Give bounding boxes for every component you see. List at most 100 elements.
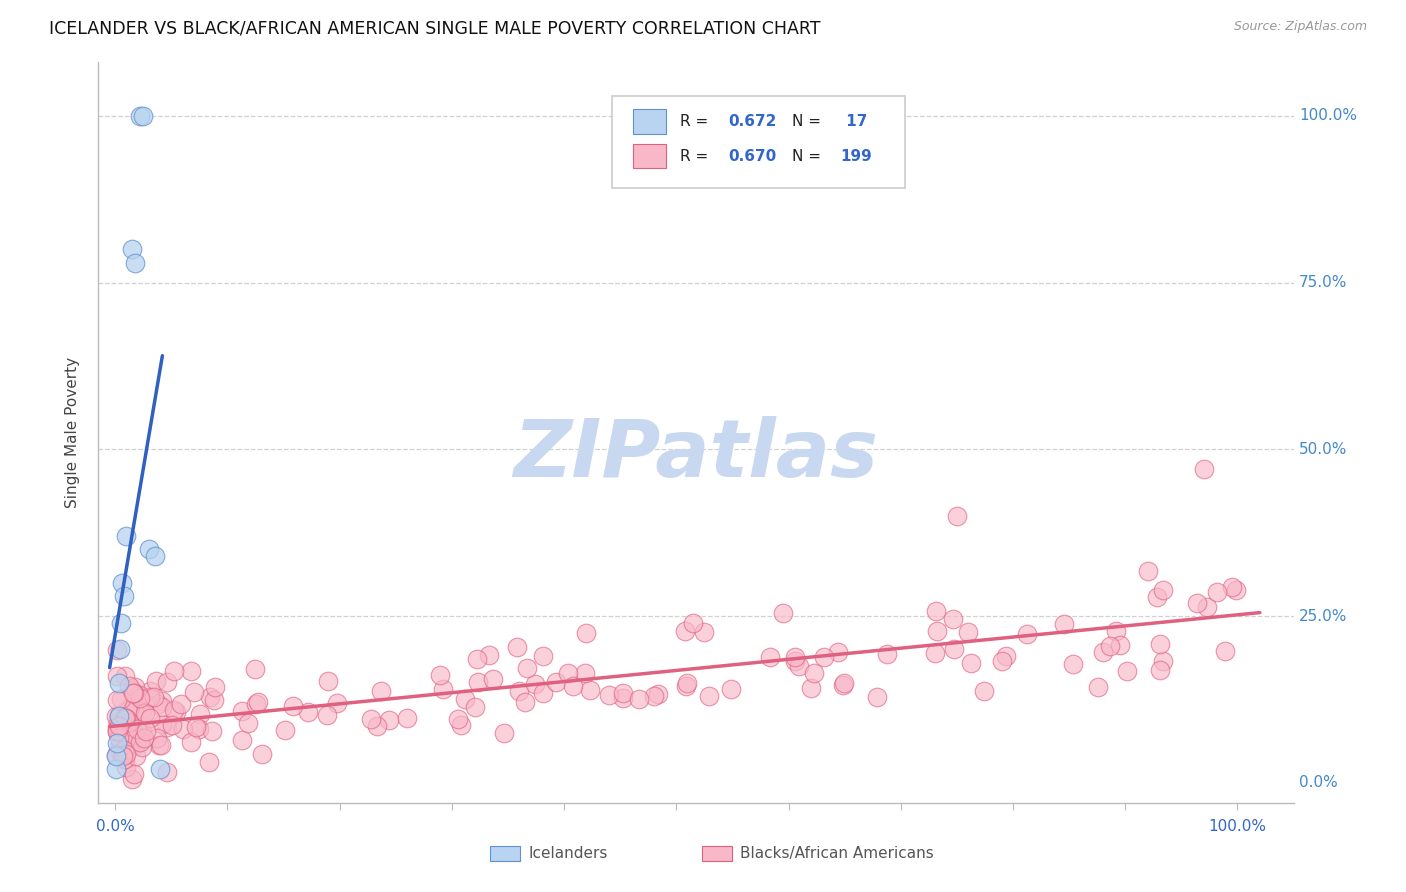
Point [508, 684, 530, 698]
Point [131, 740, 153, 755]
Point [243, 663, 266, 677]
Point [544, 675, 567, 690]
Text: 100.0%: 100.0% [1299, 108, 1357, 123]
Point [117, 742, 139, 756]
Point [772, 607, 794, 621]
Point [172, 722, 194, 736]
Point [1053, 617, 1076, 632]
Point [107, 716, 129, 731]
Point [682, 615, 704, 630]
Point [876, 647, 898, 661]
Point [562, 679, 585, 693]
Point [995, 648, 1018, 663]
Point [973, 684, 995, 698]
Point [108, 738, 131, 752]
Text: N =: N = [792, 149, 825, 163]
Point [927, 624, 949, 638]
Point [139, 683, 162, 698]
Point [924, 646, 946, 660]
Point [925, 603, 948, 617]
Text: 0.672: 0.672 [728, 114, 776, 128]
Point [231, 732, 253, 747]
Point [247, 695, 270, 709]
Point [162, 718, 184, 732]
Point [156, 721, 179, 735]
Point [1116, 665, 1139, 679]
Text: R =: R = [681, 114, 714, 128]
Text: ZIPatlas: ZIPatlas [513, 416, 879, 494]
Point [943, 642, 966, 657]
Point [204, 680, 226, 694]
Point [124, 728, 146, 742]
Point [134, 705, 156, 719]
Point [800, 681, 823, 696]
Point [108, 709, 131, 723]
Point [1146, 590, 1168, 604]
Point [108, 731, 131, 746]
Point [132, 731, 155, 745]
Point [114, 711, 136, 725]
Point [482, 672, 505, 686]
Point [231, 704, 253, 718]
Point [146, 697, 169, 711]
Text: Icelanders: Icelanders [529, 846, 607, 861]
Point [1149, 637, 1171, 651]
Point [131, 724, 153, 739]
Point [297, 705, 319, 719]
Point [465, 652, 488, 666]
Point [946, 508, 969, 523]
Y-axis label: Single Male Poverty: Single Male Poverty [65, 357, 80, 508]
Point [129, 735, 152, 749]
Point [1098, 639, 1121, 653]
Point [118, 718, 141, 732]
Point [107, 643, 129, 657]
Point [124, 680, 146, 694]
Point [360, 712, 382, 726]
Point [107, 736, 129, 750]
Point [202, 692, 225, 706]
Point [692, 624, 714, 639]
Point [110, 743, 132, 757]
Bar [633, 109, 666, 134]
Point [150, 739, 173, 753]
Point [832, 676, 855, 690]
Point [112, 743, 135, 757]
Point [959, 656, 981, 670]
Point [111, 714, 134, 728]
Point [129, 109, 152, 123]
Point [956, 624, 979, 639]
Point [120, 699, 142, 714]
Point [1185, 597, 1208, 611]
Point [131, 728, 153, 742]
Point [120, 737, 142, 751]
Point [107, 675, 129, 690]
Point [478, 648, 501, 663]
Point [115, 529, 138, 543]
Point [115, 703, 138, 717]
Point [165, 705, 187, 719]
Point [1206, 584, 1229, 599]
Bar [633, 144, 666, 169]
Point [105, 763, 128, 777]
Point [138, 711, 160, 725]
Point [124, 749, 146, 764]
Point [115, 723, 138, 738]
Point [523, 677, 546, 691]
Point [574, 666, 596, 681]
Point [1104, 624, 1126, 638]
Point [115, 760, 138, 774]
Point [245, 697, 267, 711]
Text: Blacks/African Americans: Blacks/African Americans [740, 846, 934, 861]
Point [152, 694, 174, 708]
Point [557, 666, 579, 681]
Point [1192, 462, 1215, 476]
Point [114, 669, 136, 683]
Point [105, 749, 128, 764]
Point [720, 682, 742, 697]
Point [128, 690, 150, 705]
Point [813, 649, 835, 664]
Bar [491, 846, 520, 861]
Point [115, 747, 138, 762]
Point [1215, 644, 1237, 658]
Point [1062, 657, 1084, 672]
